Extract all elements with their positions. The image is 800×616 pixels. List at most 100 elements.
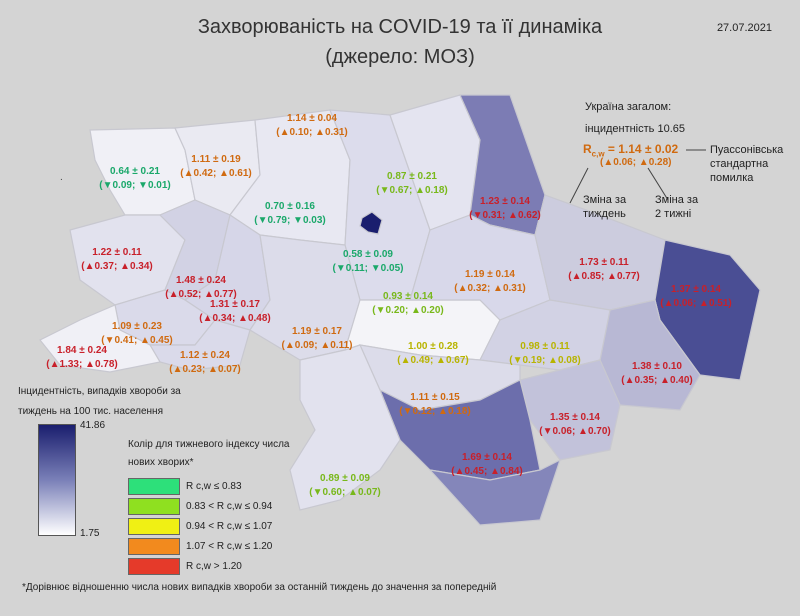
region-mykolaiv[interactable]: [378, 379, 541, 481]
region-label-kharkiv: 1.73 ± 0.11 (▲0.85; ▲0.77): [559, 256, 649, 284]
region-label-khmelnytskyi: 1.31 ± 0.17 (▲0.34; ▲0.48): [190, 298, 280, 326]
region-r-value: 1.23 ± 0.14: [480, 196, 530, 207]
date-label: 27.07.2021: [716, 22, 772, 34]
region-r-deltas: (▲0.52; ▲0.77): [165, 289, 237, 300]
formula-val: = 1.14 ± 0.02: [604, 142, 679, 156]
region-kherson[interactable]: [428, 458, 562, 526]
region-label-donetsk: 1.38 ± 0.10 (▲0.35; ▲0.40): [612, 360, 702, 388]
legend-swatch: [128, 518, 180, 535]
region-r-deltas: (▼0.19; ▲0.08): [509, 355, 581, 366]
legend-bin-label: R c,w > 1.20: [186, 561, 242, 572]
region-r-deltas: (▲0.45; ▲0.84): [451, 466, 523, 477]
region-r-deltas: (▼0.67; ▲0.18): [376, 185, 448, 196]
map-title: Захворюваність на COVID-19 та її динамік…: [0, 12, 800, 72]
region-r-value: 1.84 ± 0.24: [57, 345, 107, 356]
region-r-deltas: (▲1.33; ▲0.78): [46, 359, 118, 370]
summary-deltas: (▲0.06; ▲0.28): [600, 157, 672, 168]
region-r-value: 1.12 ± 0.24: [180, 350, 230, 361]
region-r-value: 0.87 ± 0.21: [387, 171, 437, 182]
region-chernivtsi[interactable]: [148, 319, 251, 371]
region-r-deltas: (▼0.79; ▼0.03): [254, 215, 326, 226]
legend-swatch: [128, 478, 180, 495]
region-label-kyiv: 0.58 ± 0.09 (▼0.11; ▼0.05): [323, 248, 413, 276]
region-r-value: 1.19 ± 0.17: [292, 326, 342, 337]
region-r-value: 1.69 ± 0.14: [462, 452, 512, 463]
region-r-value: 0.98 ± 0.11: [520, 341, 570, 352]
region-r-value: 1.19 ± 0.14: [465, 269, 515, 280]
region-label-odesa: 0.89 ± 0.09 (▼0.60; ▲0.07): [300, 472, 390, 500]
region-r-deltas: (▼0.60; ▲0.07): [309, 487, 381, 498]
footnote: *Дорівнює відношенню числа нових випадкі…: [22, 582, 497, 593]
region-label-chernivtsi: 1.12 ± 0.24 (▲0.23; ▲0.07): [160, 349, 250, 377]
legend-swatch: [128, 558, 180, 575]
pointer-2weeks-line: [647, 167, 669, 201]
summary-line2: інцидентність 10.65: [585, 123, 685, 135]
formula-sub: c,w: [591, 149, 605, 159]
dot-marker: .: [60, 172, 63, 183]
region-label-kyiv_obl: 0.93 ± 0.14 (▼0.20; ▲0.20): [363, 290, 453, 318]
region-label-ivano: 1.09 ± 0.23 (▼0.41; ▲0.45): [92, 320, 182, 348]
region-r-deltas: (▼0.20; ▲0.20): [372, 305, 444, 316]
region-r-value: 1.11 ± 0.19: [191, 154, 241, 165]
region-r-value: 1.14 ± 0.04: [287, 113, 337, 124]
region-r-value: 0.64 ± 0.21: [110, 166, 160, 177]
summary-formula: Rc,w = 1.14 ± 0.02: [583, 142, 678, 161]
region-r-deltas: (▲0.85; ▲0.77): [568, 271, 640, 282]
region-r-deltas: (▼0.11; ▼0.05): [332, 263, 404, 274]
region-label-mykolaiv: 1.69 ± 0.14 (▲0.45; ▲0.84): [442, 451, 532, 479]
region-label-kirovohrad: 1.11 ± 0.15 (▼0.12; ▲0.18): [390, 391, 480, 419]
region-r-deltas: (▲0.10; ▲0.31): [276, 127, 348, 138]
region-r-value: 0.93 ± 0.14: [383, 291, 433, 302]
legend-bin-label: 0.94 < R c,w ≤ 1.07: [186, 521, 273, 532]
region-label-zaporizhzhia: 1.35 ± 0.14 (▼0.06; ▲0.70): [530, 411, 620, 439]
region-r-value: 0.70 ± 0.16: [265, 201, 315, 212]
region-odesa[interactable]: [289, 344, 401, 511]
legend-swatch: [128, 498, 180, 515]
title-line1: Захворюваність на COVID-19 та її динамік…: [197, 16, 603, 38]
region-r-value: 1.35 ± 0.14: [550, 412, 600, 423]
region-label-vinnytsia: 1.19 ± 0.17 (▲0.09; ▲0.11): [272, 325, 362, 353]
incidence-max: 41.86: [80, 420, 106, 431]
region-r-value: 1.00 ± 0.28: [408, 341, 458, 352]
region-r-deltas: (▲0.34; ▲0.48): [199, 313, 271, 324]
region-r-deltas: (▲0.37; ▲0.34): [81, 261, 153, 272]
summary-line1: Україна загалом:: [585, 101, 672, 113]
region-r-deltas: (▲0.42; ▲0.61): [180, 168, 252, 179]
region-r-value: 1.31 ± 0.17: [210, 299, 260, 310]
region-r-deltas: (▼0.06; ▲0.70): [539, 426, 611, 437]
region-zakarpattia[interactable]: [39, 304, 161, 373]
region-r-value: 1.11 ± 0.15: [410, 392, 460, 403]
note-2weeks: Зміна за 2 тижні: [655, 194, 699, 220]
incidence-legend-title: Інцидентність, випадків хвороби за тижде…: [18, 386, 181, 417]
pointer-week-line: [569, 167, 589, 204]
region-label-polissia: 1.14 ± 0.04 (▲0.10; ▲0.31): [267, 112, 357, 140]
note-week: Зміна за тиждень: [583, 194, 627, 220]
region-label-zhytomyr: 0.70 ± 0.16 (▼0.79; ▼0.03): [245, 200, 335, 228]
region-r-deltas: (▲0.35; ▲0.40): [621, 375, 693, 386]
region-r-value: 1.73 ± 0.11: [579, 257, 629, 268]
region-r-deltas: (▼0.09; ▼0.01): [99, 180, 171, 191]
note-poisson: Пуассонівська стандартна помилка: [710, 144, 784, 184]
region-r-deltas: (▼0.31; ▲0.62): [469, 210, 541, 221]
color-legend-title: Колір для тижневого індексу числа нових …: [128, 439, 290, 468]
region-r-deltas: (▼0.12; ▲0.18): [399, 406, 471, 417]
region-r-deltas: (▲0.09; ▲0.11): [281, 340, 353, 351]
region-label-cherkasy: 1.00 ± 0.28 (▲0.49; ▲0.67): [388, 340, 478, 368]
region-r-value: 1.22 ± 0.11: [92, 247, 142, 258]
region-label-dnipro: 0.98 ± 0.11 (▼0.19; ▲0.08): [500, 340, 590, 368]
region-label-ternopil: 1.48 ± 0.24 (▲0.52; ▲0.77): [156, 274, 246, 302]
region-r-deltas: (▲0.32; ▲0.31): [454, 283, 526, 294]
legend-bin-label: 1.07 < R c,w ≤ 1.20: [186, 541, 273, 552]
region-r-deltas: (▲0.06; ▲0.51): [660, 298, 732, 309]
region-label-sumy: 1.23 ± 0.14 (▼0.31; ▲0.62): [460, 195, 550, 223]
incidence-gradient-bar: [38, 424, 76, 536]
region-r-value: 1.37 ± 0.14: [671, 284, 721, 295]
region-r-deltas: (▲0.49; ▲0.67): [397, 355, 469, 366]
region-r-deltas: (▼0.41; ▲0.45): [101, 335, 173, 346]
legend-bin-label: 0.83 < R c,w ≤ 0.94: [186, 501, 273, 512]
region-kyiv-city[interactable]: [359, 211, 383, 235]
region-r-value: 0.89 ± 0.09: [320, 473, 370, 484]
region-r-value: 0.58 ± 0.09: [343, 249, 393, 260]
region-label-luhansk: 1.37 ± 0.14 (▲0.06; ▲0.51): [651, 283, 741, 311]
